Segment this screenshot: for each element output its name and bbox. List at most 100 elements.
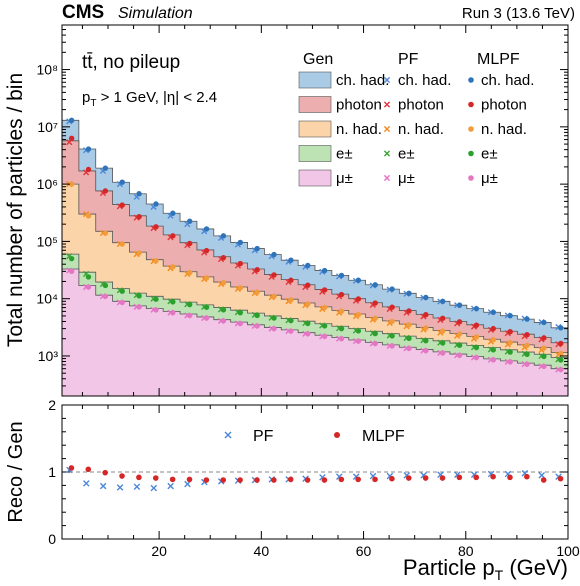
pf-marker-electron-1-b [83, 270, 90, 278]
legend-pf-marker-electron [383, 150, 391, 157]
annotation-cuts: pT > 1 GeV, |η| < 2.4 [82, 89, 217, 109]
mlpf-marker-n_had-25 [490, 337, 496, 343]
mlpf-marker-n_had-29 [558, 350, 564, 357]
mlpf-marker-electron-5 [153, 296, 159, 302]
ratio-mlpf-point-26 [507, 474, 513, 481]
mlpf-marker-ch_had-14 [305, 262, 311, 269]
mlpf-marker-ch_had-20 [406, 290, 412, 297]
ratio-legend-pf-marker [224, 431, 232, 439]
legend-gen-electron: e± [336, 146, 353, 163]
mlpf-marker-photon-0 [68, 135, 75, 142]
ratio-mlpf-point-13 [287, 476, 294, 483]
main-y-axis: 10³ 10⁴ 10⁵ 10⁶ 10⁷ 10⁸ [36, 24, 568, 397]
mlpf-marker-muon-23 [456, 352, 463, 358]
mlpf-marker-photon-17 [355, 296, 362, 302]
ratio-axes: 0 1 2 20 40 60 80 100 [48, 397, 580, 559]
mlpf-marker-photon-9 [220, 254, 227, 261]
mlpf-marker-n_had-8 [203, 275, 210, 281]
mlpf-marker-muon-4 [136, 304, 142, 310]
mlpf-marker-ch_had-1 [85, 146, 92, 152]
y-tick-label: 10³ [38, 348, 59, 364]
mlpf-marker-muon-25 [490, 357, 496, 363]
mlpf-marker-n_had-17 [355, 312, 362, 318]
legend-mlpf-marker-electron [468, 150, 474, 157]
mlpf-marker-electron-7 [187, 301, 193, 308]
mlpf-marker-n_had-5 [153, 258, 159, 264]
ratio-pf-point-7 [184, 480, 191, 488]
x-tick-label: 40 [254, 543, 270, 559]
mlpf-marker-electron-10 [237, 309, 243, 316]
legend-mlpf-marker-photon [468, 101, 474, 108]
mlpf-marker-photon-28 [541, 335, 547, 341]
ratio-pf-point-2-b [99, 482, 107, 490]
mlpf-marker-ch_had-23 [456, 302, 463, 308]
x-label-pre: Particle p [403, 555, 495, 580]
ratio-mlpf-point-29 [557, 475, 564, 482]
mlpf-marker-n_had-9 [220, 280, 227, 286]
x-tick-label: 60 [356, 543, 372, 559]
mlpf-marker-electron-8 [203, 304, 210, 310]
mlpf-marker-electron-9 [220, 307, 227, 313]
gen-outline-n_had [62, 183, 568, 353]
mlpf-marker-electron-4 [136, 293, 142, 299]
mlpf-marker-electron-17 [355, 328, 362, 334]
ratio-pf-point-19-b [386, 472, 394, 480]
mlpf-marker-n_had-26 [507, 339, 513, 346]
legend-mlpf-ch_had: ch. had. [481, 72, 534, 89]
mlpf-marker-n_had-14 [305, 301, 311, 307]
ratio-pf-point-3 [116, 484, 124, 491]
mlpf-marker-ch_had-29 [558, 325, 564, 331]
legend-mlpf-marker-muon [468, 175, 474, 181]
mlpf-marker-ch_had-25 [490, 309, 496, 315]
mlpf-marker-muon-1 [85, 284, 92, 290]
legend-pf-muon: μ± [398, 170, 415, 187]
mlpf-marker-photon-7 [187, 240, 193, 247]
mlpf-marker-n_had-28 [541, 345, 547, 351]
legend-mlpf-n_had: n. had. [481, 121, 527, 138]
mlpf-marker-n_had-21 [423, 325, 429, 331]
ratio-pf-point-17-b [352, 473, 360, 480]
mlpf-marker-muon-3 [119, 299, 125, 306]
x-tick-label: 100 [556, 543, 580, 559]
cms-label: CMS [62, 2, 104, 23]
mlpf-marker-ch_had-8 [203, 226, 210, 232]
legend-gen-photon: photon [336, 97, 382, 114]
mlpf-marker-n_had-23 [456, 331, 463, 337]
mlpf-marker-electron-25 [490, 347, 496, 353]
mlpf-marker-electron-11 [254, 312, 260, 319]
ratio-mlpf-point-18 [372, 476, 378, 483]
x-tick-label: 20 [151, 543, 167, 559]
mlpf-marker-ch_had-17 [355, 277, 362, 283]
legend: Gen PF MLPF ch. had. ch. had. ch. had. phot… [298, 51, 534, 187]
mlpf-marker-n_had-6 [170, 264, 176, 270]
annotation-process: tt̄, no pileup [82, 52, 180, 73]
ratio-mlpf-point-24 [473, 474, 480, 481]
ratio-y-axis-label: Reco / Gen [5, 421, 27, 522]
legend-gen-ch_had: ch. had. [336, 72, 389, 89]
gen-outline-ch_had [62, 119, 568, 329]
mlpf-marker-photon-12 [271, 272, 277, 278]
mlpf-marker-muon-29 [558, 366, 564, 373]
mlpf-marker-muon-14 [305, 331, 311, 337]
mlpf-marker-ch_had-15 [321, 267, 328, 274]
legend-pf-marker-muon [383, 174, 391, 182]
y-tick-label: 10⁴ [36, 291, 58, 307]
mlpf-marker-photon-3 [119, 202, 125, 208]
ratio-mlpf-point-23 [456, 474, 463, 481]
mlpf-marker-muon-10 [237, 320, 243, 327]
ratio-pf-point-6 [167, 482, 174, 490]
mlpf-marker-ch_had-21 [423, 294, 429, 301]
ratio-points [66, 465, 564, 492]
mlpf-marker-photon-23 [456, 319, 463, 325]
annotation-cuts-pt: p [82, 89, 90, 106]
ratio-y-tick-label: 0 [48, 531, 56, 547]
mlpf-marker-electron-29 [558, 357, 564, 363]
mlpf-marker-photon-2 [102, 188, 109, 194]
mlpf-marker-photon-16 [338, 291, 345, 298]
ratio-mlpf-point-4 [136, 474, 142, 481]
ratio-mlpf-point-15 [321, 477, 328, 483]
ratio-mlpf-point-9 [220, 477, 227, 483]
legend-gen-n_had: n. had. [336, 121, 382, 138]
mlpf-marker-n_had-3 [119, 241, 125, 247]
mlpf-marker-muon-28 [541, 363, 547, 370]
